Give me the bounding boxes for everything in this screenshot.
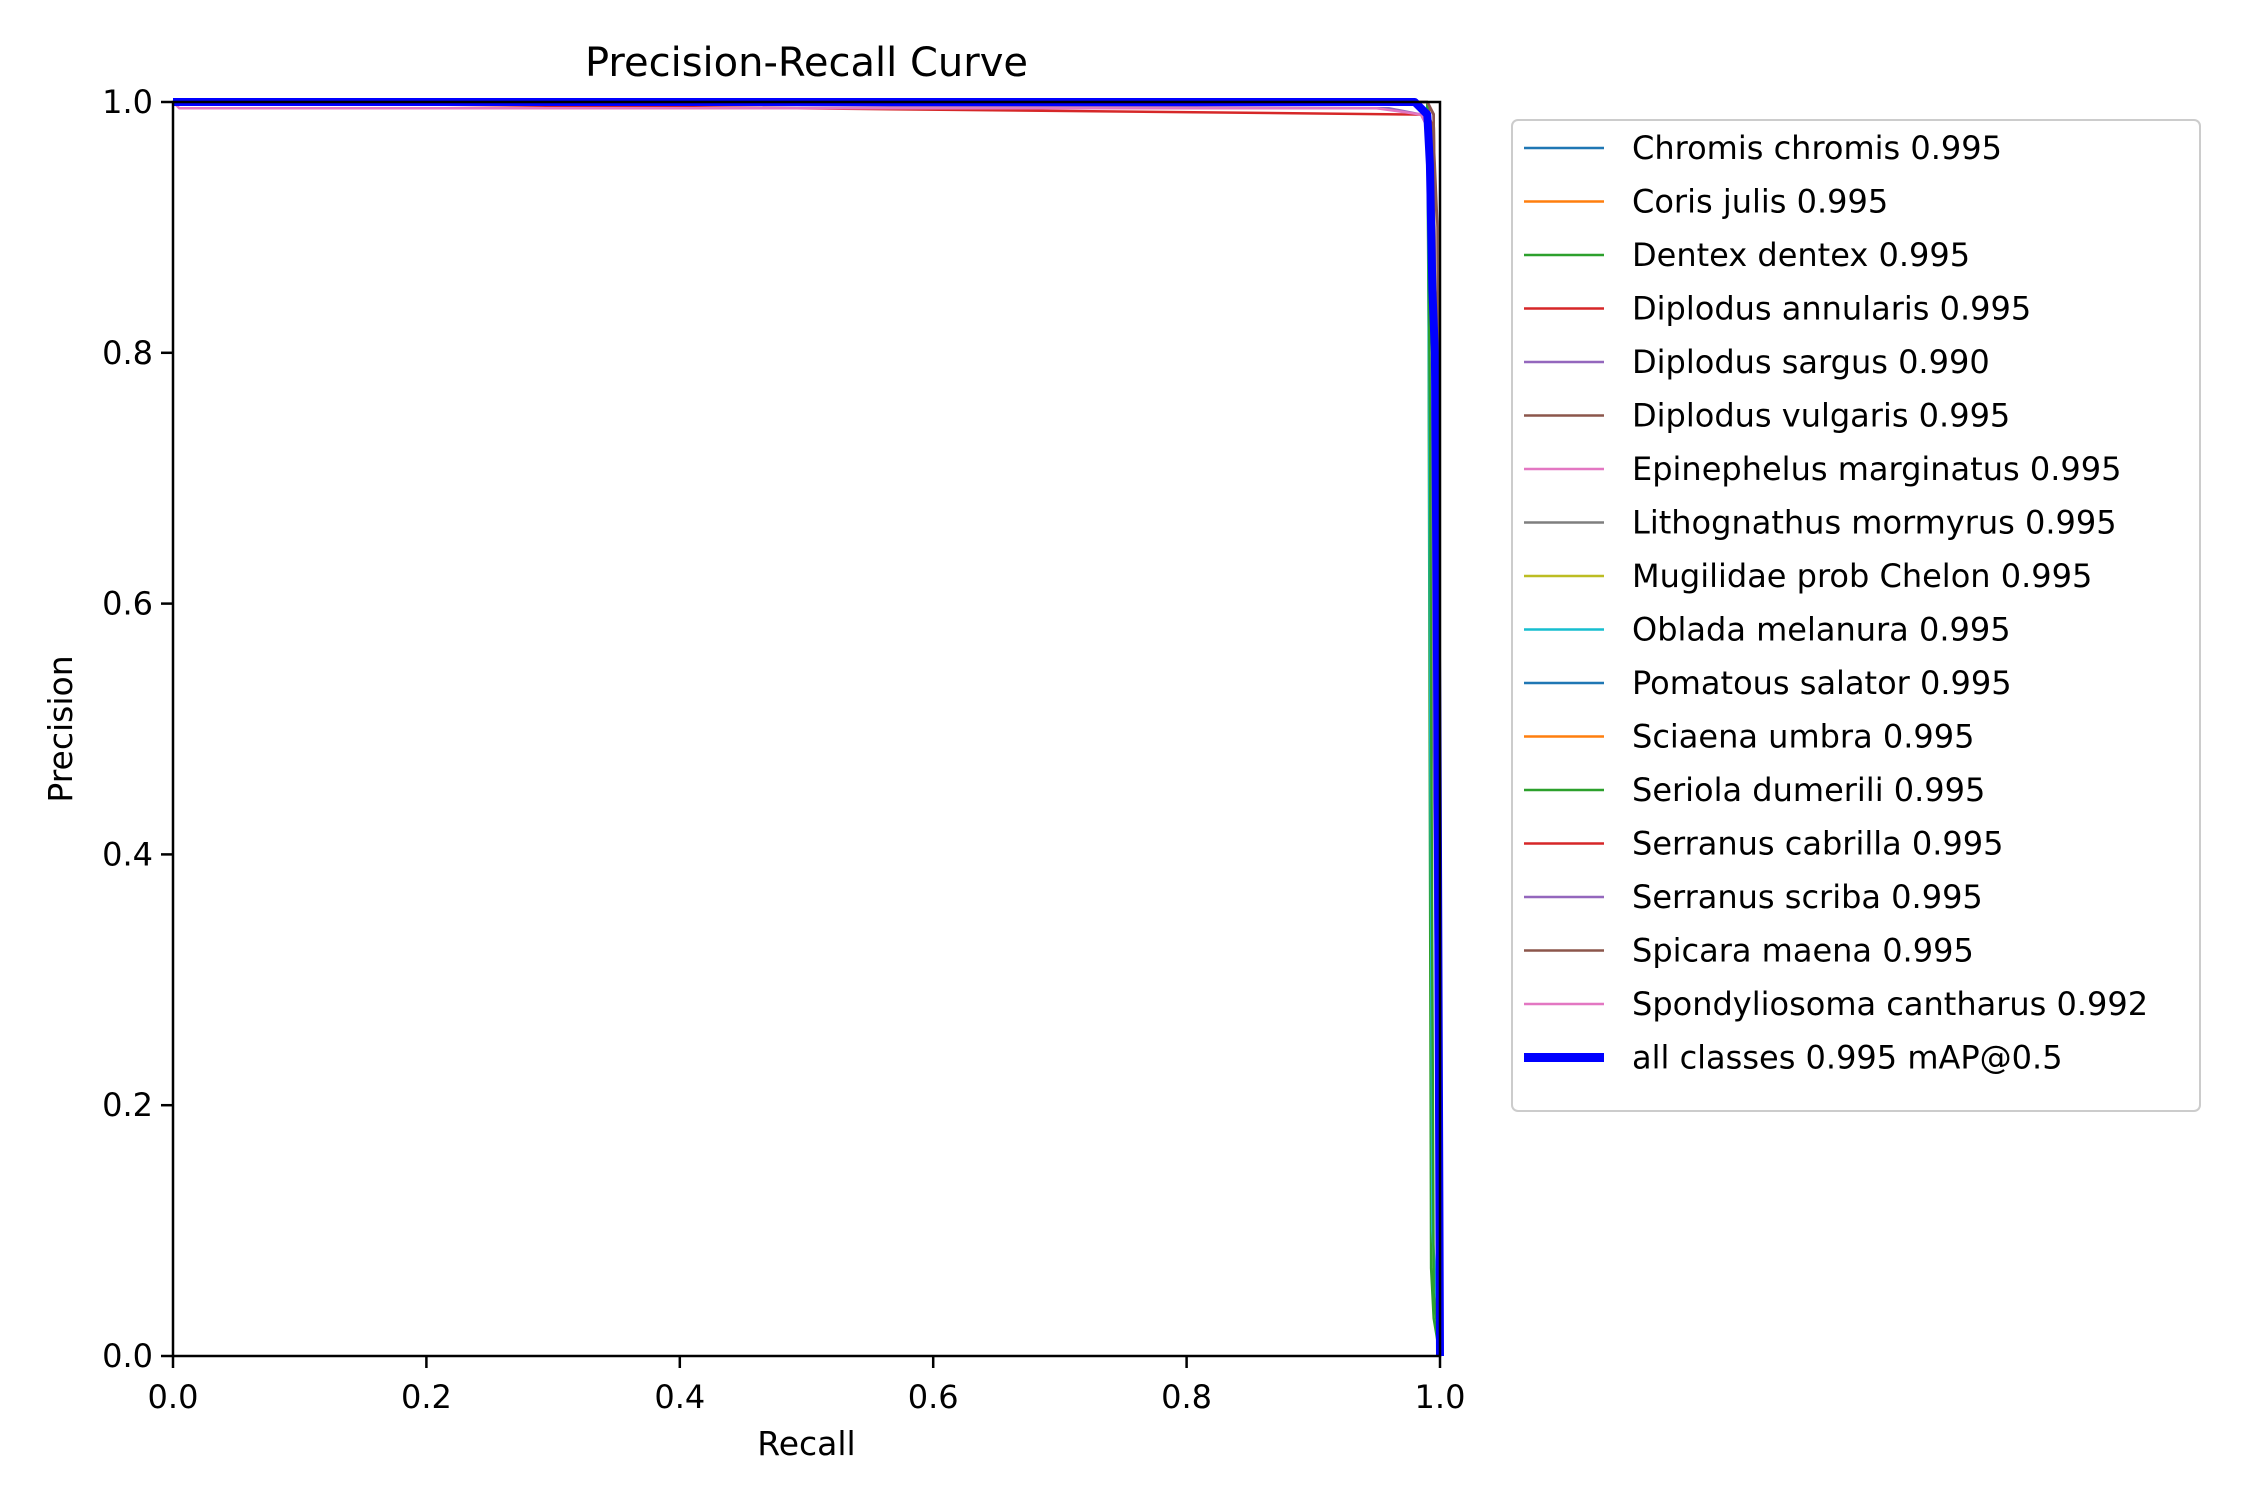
y-tick-label-4: 0.8 [102,334,153,372]
y-tick-label-2: 0.4 [102,835,153,873]
x-axis-label: Recall [757,1424,855,1463]
legend-box [1511,119,2201,1112]
legend-label-5: Diplodus vulgaris 0.995 [1632,397,2010,435]
legend-label-6: Epinephelus marginatus 0.995 [1632,450,2121,488]
legend-label-3: Diplodus annularis 0.995 [1632,290,2031,328]
y-tick-label-5: 1.0 [102,83,153,121]
legend: Chromis chromis 0.995 Coris julis 0.995 De… [1511,119,2201,1112]
legend-label-8: Mugilidae prob Chelon 0.995 [1632,557,2092,595]
legend-label-1: Coris julis 0.995 [1632,183,1888,221]
series-line-17 [173,98,1444,1357]
x-tick-label-5: 1.0 [1415,1378,1466,1416]
legend-label-10: Pomatous salator 0.995 [1632,664,2012,702]
chart-title: Precision-Recall Curve [585,40,1028,86]
legend-label-0: Chromis chromis 0.995 [1632,129,2002,167]
legend-label-16: Spondyliosoma cantharus 0.992 [1632,985,2148,1023]
x-tick-label-2: 0.4 [654,1378,705,1416]
legend-label-2: Dentex dentex 0.995 [1632,236,1970,274]
legend-label-12: Seriola dumerili 0.995 [1632,771,1985,809]
x-tick-label-4: 0.8 [1161,1378,1212,1416]
x-tick-label-1: 0.2 [401,1378,452,1416]
legend-label-4: Diplodus sargus 0.990 [1632,343,1990,381]
legend-label-9: Oblada melanura 0.995 [1632,611,2011,649]
legend-label-14: Serranus scriba 0.995 [1632,878,1983,916]
x-tick-label-3: 0.6 [908,1378,959,1416]
legend-label-11: Sciaena umbra 0.995 [1632,718,1974,756]
x-tick-label-0: 0.0 [148,1378,199,1416]
y-tick-label-0: 0.0 [102,1337,153,1375]
y-tick-label-3: 0.6 [102,585,153,623]
legend-label-17: all classes 0.995 mAP@0.5 [1632,1039,2063,1077]
y-tick-label-1: 0.2 [102,1086,153,1124]
axes-layer: 0.00.0 0.2 0.2 0.4 0.4 0.6 0.6 0.8 0.8 1.0 1.0 [102,83,1465,1416]
legend-label-7: Lithognathus mormyrus 0.995 [1632,504,2117,542]
y-axis-label: Precision [41,655,80,802]
plot-frame [171,100,1442,1358]
legend-label-13: Serranus cabrilla 0.995 [1632,825,2004,863]
legend-label-15: Spicara maena 0.995 [1632,932,1974,970]
